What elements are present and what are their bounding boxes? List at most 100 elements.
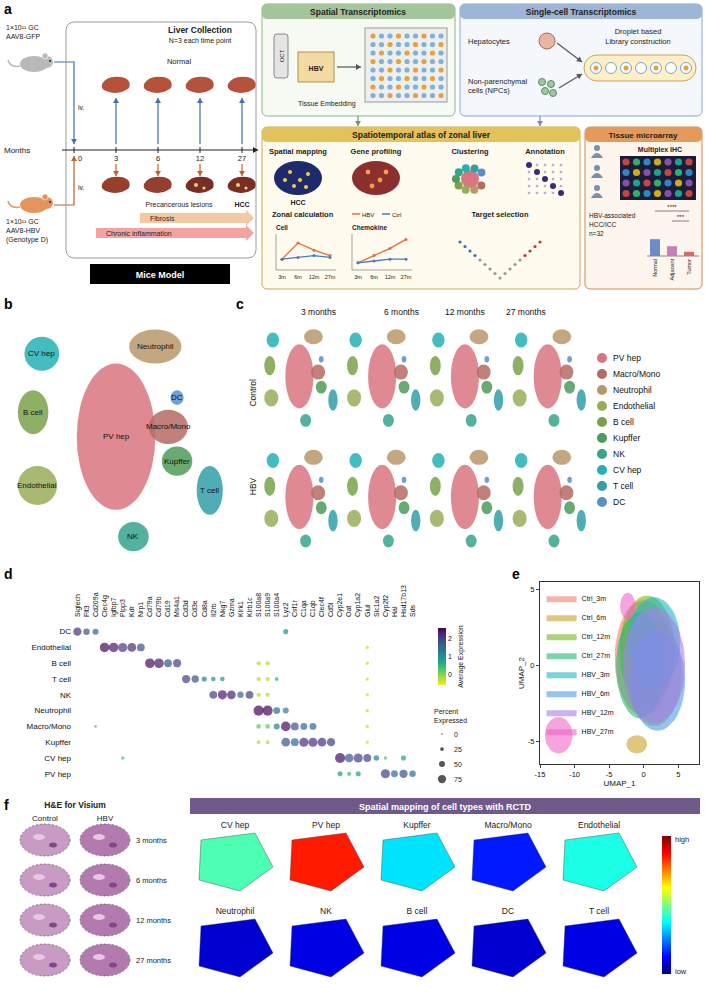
svg-text:Il2rb: Il2rb (210, 603, 217, 617)
svg-text:NK: NK (127, 532, 139, 541)
svg-text:Tumor: Tumor (686, 259, 692, 275)
svg-text:Spatial mapping of cell types: Spatial mapping of cell types with RCTD (359, 802, 532, 812)
svg-text:OCT: OCT (279, 49, 285, 62)
svg-text:high: high (675, 835, 689, 844)
svg-text:Klrk1: Klrk1 (237, 601, 244, 617)
svg-text:a: a (4, 1, 12, 17)
svg-text:12m: 12m (309, 274, 320, 280)
svg-text:Target selection: Target selection (472, 210, 529, 219)
svg-text:Kupffer: Kupffer (45, 738, 71, 747)
svg-text:Cyp2f2: Cyp2f2 (382, 595, 390, 617)
svg-text:Sds: Sds (409, 604, 416, 617)
svg-text:Fibrosis: Fibrosis (150, 215, 175, 222)
svg-text:Flt3: Flt3 (83, 605, 90, 617)
svg-text:0: 0 (642, 770, 646, 779)
svg-text:Gzma: Gzma (228, 598, 235, 617)
svg-text:0: 0 (448, 671, 452, 678)
svg-text:N=3 each time point: N=3 each time point (169, 37, 232, 45)
svg-text:Ms4a1: Ms4a1 (173, 596, 180, 617)
svg-text:UMAP_1: UMAP_1 (603, 779, 636, 788)
svg-text:-10: -10 (569, 770, 580, 779)
svg-text:HBV: HBV (362, 212, 374, 218)
svg-text:Ctrl_27m: Ctrl_27m (582, 652, 611, 660)
svg-text:Ctrl_3m: Ctrl_3m (582, 595, 607, 603)
svg-text:S100a4: S100a4 (273, 593, 280, 617)
svg-text:HBV: HBV (97, 814, 114, 823)
svg-text:Macro/Mono: Macro/Mono (484, 820, 532, 830)
svg-text:AAV8-GFP: AAV8-GFP (6, 33, 40, 40)
svg-text:DC: DC (59, 627, 71, 636)
svg-text:Plpp3: Plpp3 (119, 599, 127, 617)
svg-text:iv.: iv. (78, 184, 85, 191)
svg-text:Gene profiling: Gene profiling (351, 147, 402, 156)
svg-text:6m: 6m (370, 274, 378, 280)
svg-text:Cell: Cell (276, 224, 288, 231)
svg-text:CV hep: CV hep (28, 349, 55, 358)
svg-text:PV hep: PV hep (103, 432, 130, 441)
svg-text:Cd79a: Cd79a (146, 596, 153, 617)
svg-text:12m: 12m (385, 274, 396, 280)
svg-text:HBV: HBV (248, 477, 258, 495)
svg-text:PV hep: PV hep (45, 770, 72, 779)
svg-text:0: 0 (454, 731, 458, 738)
svg-text:12 months: 12 months (136, 916, 171, 925)
svg-text:-5: -5 (606, 770, 613, 779)
svg-text:Oat: Oat (345, 606, 352, 617)
svg-text:25: 25 (454, 746, 462, 753)
svg-text:12: 12 (196, 154, 204, 163)
svg-text:2: 2 (448, 635, 452, 642)
svg-text:UMAP_2: UMAP_2 (517, 656, 526, 689)
svg-text:***: *** (677, 214, 685, 220)
svg-text:6: 6 (156, 154, 160, 163)
svg-text:f: f (4, 797, 9, 813)
svg-text:Single-cell Transcriptomics: Single-cell Transcriptomics (526, 7, 637, 17)
svg-text:Cd209a: Cd209a (92, 592, 99, 617)
svg-text:Ctrl: Ctrl (392, 212, 401, 218)
svg-text:Clustering: Clustering (451, 147, 489, 156)
svg-text:Nrp1: Nrp1 (137, 602, 145, 617)
svg-text:Cyp1a2: Cyp1a2 (354, 593, 362, 617)
svg-text:DC: DC (171, 393, 183, 402)
svg-text:-15: -15 (535, 770, 546, 779)
svg-text:-5: -5 (528, 737, 535, 746)
svg-text:Non-parenchymal: Non-parenchymal (468, 77, 528, 86)
svg-text:27 months: 27 months (136, 956, 171, 965)
svg-text:Cd5l: Cd5l (327, 602, 334, 617)
svg-text:B cell: B cell (407, 906, 428, 916)
svg-text:HBV: HBV (309, 65, 324, 72)
svg-text:n=32: n=32 (589, 230, 604, 237)
svg-text:50: 50 (454, 761, 462, 768)
svg-text:T cell: T cell (589, 906, 609, 916)
svg-text:Liver Collection: Liver Collection (168, 25, 232, 35)
svg-text:Control: Control (32, 814, 58, 823)
svg-text:Macro/Mono: Macro/Mono (27, 722, 72, 731)
svg-text:Igfbp7: Igfbp7 (110, 597, 118, 617)
svg-text:Hsd17b13: Hsd17b13 (400, 585, 407, 617)
svg-text:Slc1a2: Slc1a2 (373, 595, 380, 617)
svg-text:HCC/ICC: HCC/ICC (589, 221, 616, 228)
svg-text:AAV8-HBV: AAV8-HBV (6, 227, 40, 234)
svg-text:B cell: B cell (51, 659, 71, 668)
svg-text:Tissue microarray: Tissue microarray (609, 131, 678, 140)
svg-text:27: 27 (238, 154, 246, 163)
svg-text:Ctrl_12m: Ctrl_12m (582, 633, 611, 641)
svg-text:HBV_3m: HBV_3m (582, 671, 610, 679)
svg-text:CV hep: CV hep (44, 754, 71, 763)
svg-text:3 months: 3 months (136, 836, 167, 845)
svg-text:5: 5 (530, 585, 534, 594)
svg-text:Klrb1c: Klrb1c (246, 597, 253, 617)
svg-text:Ctrl_6m: Ctrl_6m (582, 614, 607, 622)
svg-text:75: 75 (454, 776, 462, 783)
svg-text:Macro/Mono: Macro/Mono (146, 422, 191, 431)
svg-text:NK: NK (320, 906, 332, 916)
svg-text:HBV-associated: HBV-associated (589, 212, 636, 219)
svg-text:PV hep: PV hep (312, 820, 340, 830)
svg-text:Cd3d: Cd3d (182, 600, 189, 617)
svg-text:T cell: T cell (52, 675, 71, 684)
svg-text:27 months: 27 months (506, 307, 546, 317)
svg-text:6m: 6m (294, 274, 302, 280)
svg-text:1: 1 (448, 653, 452, 660)
svg-text:0: 0 (78, 154, 82, 163)
svg-text:Siglech: Siglech (74, 594, 82, 617)
svg-text:Library construction: Library construction (605, 37, 670, 46)
